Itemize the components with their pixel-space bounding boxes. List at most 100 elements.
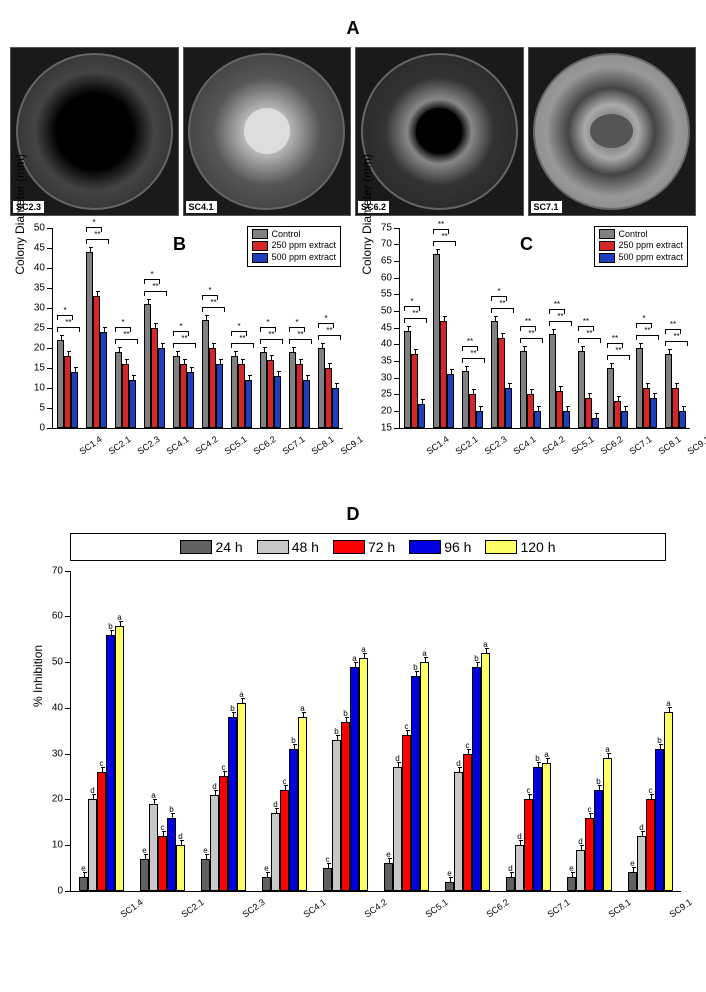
sig-mark: *: [237, 322, 240, 331]
sig-letter: a: [361, 645, 365, 654]
sig-letter: c: [405, 722, 409, 731]
xtick-label: SC8.1: [657, 434, 683, 457]
sig-letter: d: [395, 754, 399, 763]
sig-letter: d: [178, 832, 182, 841]
sig-letter: b: [343, 709, 347, 718]
bar: [202, 320, 209, 428]
ytick-label: 70: [52, 565, 63, 576]
bar: [534, 411, 541, 428]
xtick-label: SC7.1: [281, 434, 307, 457]
xtick-label: SC4.2: [541, 434, 567, 457]
bar: [325, 368, 332, 428]
ytick-label: 0: [39, 422, 45, 433]
sig-mark: **: [583, 317, 589, 326]
legend-label: 48 h: [292, 538, 319, 556]
sig-mark: *: [121, 318, 124, 327]
sig-mark: *: [324, 314, 327, 323]
bar: b: [228, 717, 237, 891]
sig-mark: *: [295, 318, 298, 327]
sig-letter: d: [517, 832, 521, 841]
ytick-label: 20: [34, 342, 45, 353]
sig-letter: d: [639, 823, 643, 832]
ytick-label: 70: [381, 239, 392, 250]
ytick-label: 30: [381, 372, 392, 383]
sig-letter: d: [508, 864, 512, 873]
bar: a: [115, 626, 124, 891]
sig-letter: a: [666, 699, 670, 708]
ytick-label: 65: [381, 255, 392, 266]
sig-letter: b: [535, 754, 539, 763]
legend-item: 72 h: [333, 538, 395, 556]
bar: e: [628, 872, 637, 890]
xtick-label: SC9.1: [686, 434, 706, 457]
sig-letter: e: [203, 846, 207, 855]
bar: [173, 356, 180, 428]
y-axis-label: Colony Diameter (mm): [360, 153, 374, 274]
petri-dish: SC2.3: [10, 47, 179, 216]
legend-d: 24 h48 h72 h96 h120 h: [70, 533, 666, 561]
bar: [636, 348, 643, 428]
ytick-label: 35: [381, 355, 392, 366]
bar: [440, 321, 447, 428]
bar: [71, 372, 78, 428]
bar: c: [219, 776, 228, 890]
bar: [447, 374, 454, 427]
petri-dish: SC6.2: [355, 47, 524, 216]
sig-letter: a: [422, 649, 426, 658]
dish-label: SC4.1: [186, 201, 217, 213]
bar: b: [289, 749, 298, 891]
xtick-label: SC9.1: [667, 897, 693, 920]
ytick-label: 75: [381, 222, 392, 233]
sig-letter: b: [596, 777, 600, 786]
sig-letter: b: [334, 727, 338, 736]
bar: [527, 394, 534, 427]
ytick-label: 45: [34, 242, 45, 253]
bar: a: [237, 703, 246, 890]
sig-letter: b: [291, 736, 295, 745]
sig-letter: c: [527, 786, 531, 795]
bar: [86, 252, 93, 428]
ytick-label: 25: [34, 322, 45, 333]
bar: c: [646, 799, 655, 890]
chart-d: 010203040506070SC1.4edcbaSC2.1eacbdSC2.3…: [10, 567, 696, 947]
bar: [556, 391, 563, 428]
bar: [614, 401, 621, 428]
bar: b: [411, 676, 420, 891]
legend-item: 96 h: [409, 538, 471, 556]
bar: d: [176, 845, 185, 891]
bar: d: [637, 836, 646, 891]
bar: b: [341, 722, 350, 891]
xtick-label: SC1.4: [118, 897, 144, 920]
bar: e: [79, 877, 88, 891]
sig-letter: a: [117, 613, 121, 622]
sig-letter: c: [161, 823, 165, 832]
sig-letter: d: [273, 800, 277, 809]
xtick-label: SC7.1: [545, 897, 571, 920]
bar: b: [472, 667, 481, 891]
bar: d: [506, 877, 515, 891]
ytick-label: 15: [381, 422, 392, 433]
sig-letter: c: [588, 805, 592, 814]
legend-label: 500 ppm extract: [271, 252, 336, 264]
y-axis-label: % Inhibition: [31, 645, 45, 707]
bar: a: [350, 667, 359, 891]
bar: a: [359, 658, 368, 891]
bar: d: [88, 799, 97, 890]
ytick-label: 60: [381, 272, 392, 283]
bar: [672, 388, 679, 428]
bar: c: [280, 790, 289, 891]
ytick-label: 20: [52, 794, 63, 805]
xtick-label: SC5.1: [570, 434, 596, 457]
bar: a: [603, 758, 612, 891]
bar: [498, 338, 505, 428]
legend-label: 250 ppm extract: [618, 240, 683, 252]
sig-mark: *: [497, 287, 500, 296]
bar: d: [576, 850, 585, 891]
bar: c: [158, 836, 167, 891]
ytick-label: 40: [34, 262, 45, 273]
y-axis-label: Colony Diameter (mm): [13, 153, 27, 274]
legend-label: 72 h: [368, 538, 395, 556]
legend: Control250 ppm extract500 ppm extract: [247, 226, 341, 267]
bar: [404, 331, 411, 428]
xtick-label: SC5.1: [423, 897, 449, 920]
